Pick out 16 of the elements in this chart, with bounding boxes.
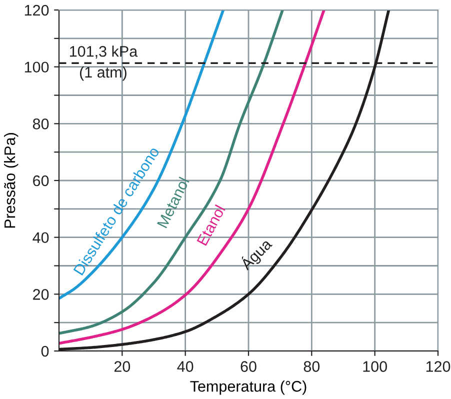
x-axis-title: Temperatura (°C) — [190, 380, 306, 395]
y-tick-label: 100 — [24, 62, 49, 73]
y-tick-label: 0 — [41, 346, 49, 357]
x-tick-label: 20 — [114, 361, 130, 372]
y-axis-title: Pressão (kPa) — [4, 133, 18, 228]
x-tick-label: 40 — [177, 361, 194, 372]
ref-line-label: 101,3 kPa (1 atm) — [70, 46, 138, 81]
y-tick-label: 60 — [33, 175, 49, 186]
y-tick-label: 80 — [32, 118, 49, 130]
x-tick-label: 80 — [304, 361, 320, 372]
x-tick-label: 60 — [240, 361, 256, 372]
y-tick-label: 120 — [24, 4, 49, 16]
y-tick-label: 20 — [33, 289, 49, 300]
x-tick-label: 100 — [363, 361, 387, 372]
x-tick-label: 120 — [426, 361, 450, 372]
y-tick-label: 40 — [32, 232, 49, 244]
